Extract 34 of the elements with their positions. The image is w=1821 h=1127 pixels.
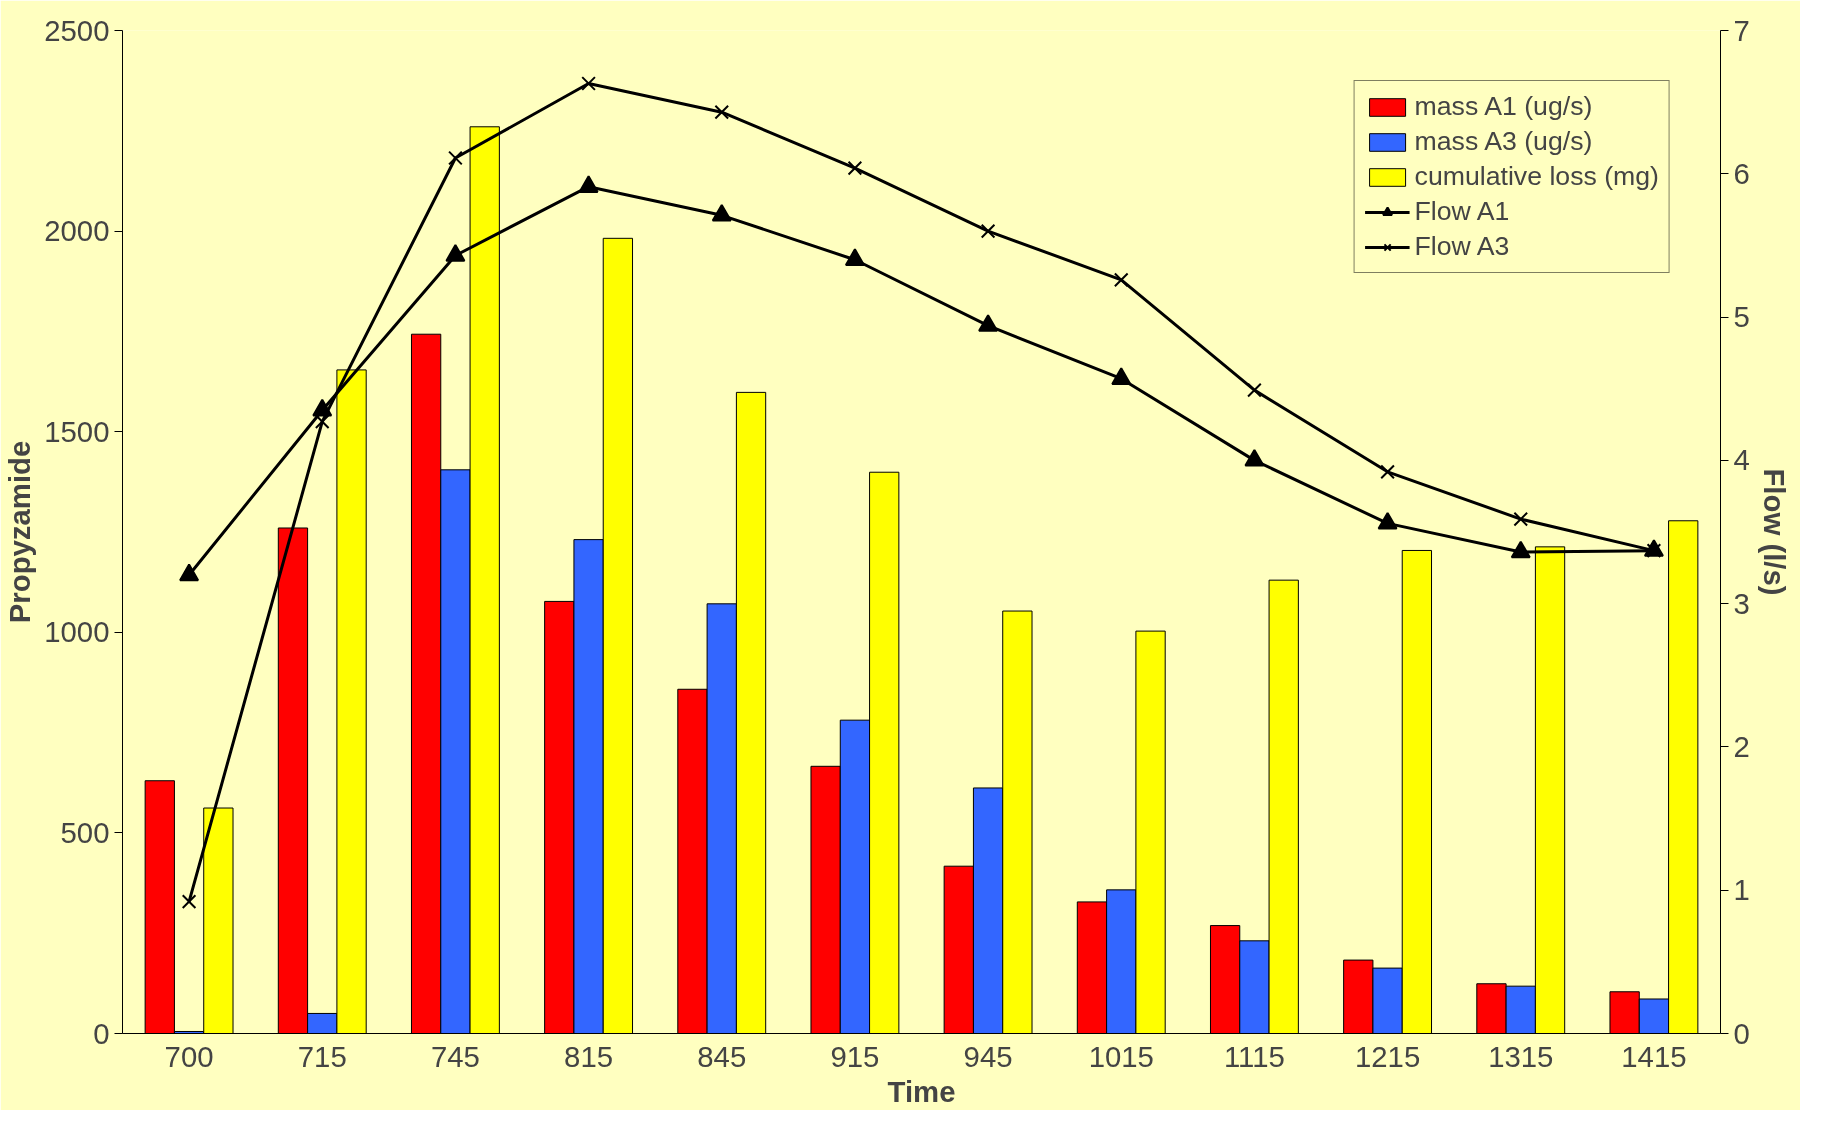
y2-tick-label: 4 [1733,443,1750,477]
x-tick-label: 1015 [1088,1039,1154,1073]
legend-label: mass A3 (ug/s) [1414,126,1593,157]
y2-tick-label: 2 [1733,729,1750,763]
y2-tick-label: 1 [1733,873,1750,907]
y-axis-title: Propyzamide [3,440,37,624]
y-tick-label: 500 [60,815,110,849]
legend-label: Flow A1 [1414,196,1510,227]
legend-label: cumulative loss (mg) [1414,161,1659,192]
x-tick-label: 1415 [1621,1039,1687,1073]
x-tick-label: 745 [430,1039,480,1073]
y-tick-label: 1000 [44,615,110,649]
y-tick-label: 0 [93,1016,110,1050]
legend-label: Flow A3 [1414,231,1510,262]
y2-tick-label: 3 [1733,586,1750,620]
x-tick-label: 915 [830,1039,880,1073]
x-axis-title: Time [887,1074,956,1108]
x-tick-label: 1315 [1488,1039,1554,1073]
y2-tick-label: 0 [1733,1016,1750,1050]
y2-tick-label: 5 [1733,300,1750,334]
y-tick-label: 1500 [44,414,110,448]
y2-tick-label: 7 [1733,13,1750,47]
x-tick-label: 715 [297,1039,347,1073]
x-tick-label: 945 [963,1039,1013,1073]
legend-label: mass A1 (ug/s) [1414,91,1593,122]
x-tick-label: 700 [164,1039,214,1073]
x-tick-label: 1115 [1223,1039,1285,1073]
x-tick-label: 815 [564,1039,614,1073]
y-tick-label: 2500 [44,13,110,47]
y2-axis-title: Flow (l/s) [1757,468,1791,596]
x-tick-label: 845 [697,1039,747,1073]
y2-tick-label: 6 [1733,156,1750,190]
y-tick-label: 2000 [44,214,110,248]
x-tick-label: 1215 [1354,1039,1421,1073]
